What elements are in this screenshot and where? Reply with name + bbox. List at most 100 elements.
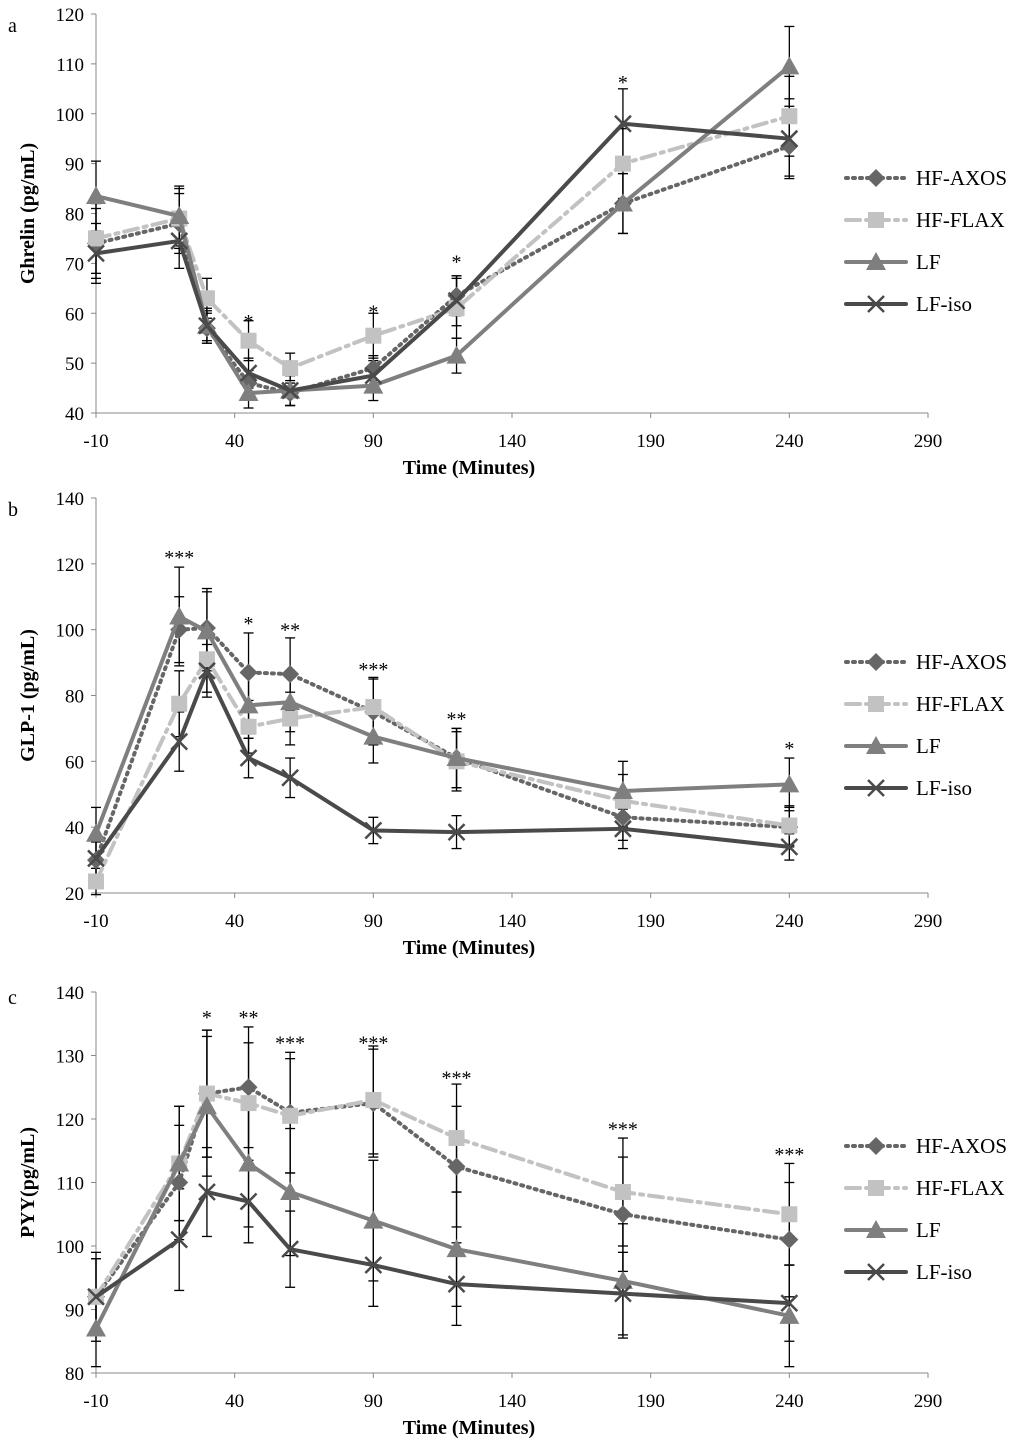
legend-label: LF (916, 250, 941, 274)
legend-item-lf: LF (844, 250, 941, 274)
data-point-lf (280, 692, 301, 711)
y-tick-label: 40 (65, 404, 84, 425)
data-point-lf (446, 748, 467, 767)
data-point-lf (169, 205, 190, 224)
x-tick-label: 240 (775, 911, 804, 932)
x-tick-label: 140 (498, 431, 527, 452)
legend-marker (867, 779, 885, 797)
legend-label: LF-iso (916, 292, 972, 316)
legend-marker (867, 653, 885, 671)
data-point-hf-flax (614, 1184, 631, 1201)
series-lf (91, 566, 795, 861)
series-lf-iso (91, 88, 795, 407)
data-point-lf-iso (87, 1287, 105, 1306)
panel-letter: c (8, 987, 17, 1009)
data-point-lf-iso (198, 661, 216, 680)
legend-label: LF (916, 1218, 941, 1242)
y-tick-label: 80 (65, 1364, 84, 1385)
data-point-lf (86, 186, 106, 205)
legend-item-lf: LF (844, 734, 941, 758)
data-point-lf-iso (780, 838, 799, 856)
data-point-lf-iso (447, 823, 466, 841)
legend-item-hf-axos: HF-AXOS (844, 1134, 1007, 1158)
significance-marker: ** (447, 708, 467, 730)
data-point-hf-axos (613, 1205, 632, 1224)
x-tick-label: -10 (83, 911, 108, 932)
legend-item-lf: LF (844, 1218, 941, 1242)
panel-letter: a (8, 15, 17, 37)
data-point-hf-flax (198, 651, 215, 668)
significance-marker: *** (774, 1144, 804, 1166)
data-point-lf-iso (170, 1230, 189, 1249)
series-line-lf (94, 614, 792, 836)
data-point-lf (779, 774, 800, 793)
x-tick-label: 40 (225, 431, 244, 452)
legend-label: HF-AXOS (916, 650, 1007, 674)
significance-marker: * (244, 311, 254, 333)
legend-item-lf-iso: LF-iso (844, 776, 972, 800)
data-point-lf-iso (364, 821, 383, 840)
data-point-lf-iso (614, 1284, 632, 1303)
significance-marker: *** (442, 1068, 472, 1090)
data-point-lf-iso (614, 819, 632, 838)
y-tick-label: 40 (65, 818, 84, 839)
x-tick-label: 190 (636, 911, 665, 932)
data-point-lf-iso (239, 749, 258, 767)
data-point-lf (446, 345, 467, 364)
data-point-lf (779, 1305, 800, 1324)
y-tick-label: 100 (56, 621, 85, 642)
x-tick-label: -10 (83, 431, 108, 452)
y-tick-label: 100 (56, 1237, 85, 1258)
data-point-hf-flax (365, 1091, 382, 1108)
series-line-lf-iso (94, 1190, 792, 1306)
legend-marker (866, 252, 886, 270)
data-point-lf (612, 193, 633, 212)
x-tick-label: 140 (498, 911, 527, 932)
legend-item-hf-axos: HF-AXOS (844, 650, 1007, 674)
legend-marker (868, 212, 884, 228)
y-tick-label: 80 (65, 205, 84, 226)
x-tick-label: 40 (225, 1391, 244, 1412)
data-point-lf (363, 726, 384, 745)
legend-label: HF-AXOS (916, 1134, 1007, 1158)
significance-marker: *** (358, 1033, 388, 1055)
data-point-lf (86, 823, 106, 842)
data-point-lf (238, 383, 259, 402)
data-point-hf-axos (239, 1078, 258, 1097)
legend: HF-AXOS HF-FLAX LF LF-iso (844, 1134, 1007, 1284)
data-point-lf-iso (87, 244, 105, 263)
x-tick-label: 190 (636, 431, 665, 452)
series-line-hf-axos (94, 144, 792, 396)
significance-marker: *** (275, 1033, 305, 1055)
significance-marker: * (784, 738, 794, 760)
data-point-hf-flax (365, 699, 382, 716)
y-tick-label: 120 (56, 5, 85, 26)
data-point-lf-iso (614, 114, 632, 133)
data-point-hf-flax (282, 1107, 299, 1124)
y-tick-label: 130 (56, 1047, 85, 1068)
x-tick-label: 90 (364, 431, 383, 452)
data-point-hf-axos (780, 1230, 799, 1249)
y-tick-label: 90 (65, 1301, 84, 1322)
legend-marker (867, 295, 885, 313)
legend-marker (868, 696, 884, 712)
y-tick-label: 50 (65, 354, 84, 375)
legend: HF-AXOS HF-FLAX LF LF-iso (844, 650, 1007, 800)
data-point-hf-flax (240, 1095, 257, 1112)
legend-label: HF-FLAX (916, 208, 1005, 232)
significance-marker: * (368, 301, 378, 323)
legend-item-lf-iso: LF-iso (844, 292, 972, 316)
data-point-lf (169, 606, 190, 625)
data-point-hf-flax (240, 718, 257, 735)
legend-marker (868, 1180, 884, 1196)
data-point-lf (238, 1153, 259, 1172)
data-point-hf-flax (240, 332, 257, 349)
significance-marker: * (452, 251, 462, 273)
data-point-lf-iso (198, 316, 216, 335)
y-tick-label: 120 (56, 1110, 85, 1131)
data-point-lf-iso (780, 1294, 799, 1313)
x-axis-title: Time (Minutes) (403, 457, 535, 479)
legend-marker (867, 1137, 885, 1155)
data-point-hf-flax (171, 695, 188, 712)
significance-marker: ** (239, 1007, 259, 1029)
